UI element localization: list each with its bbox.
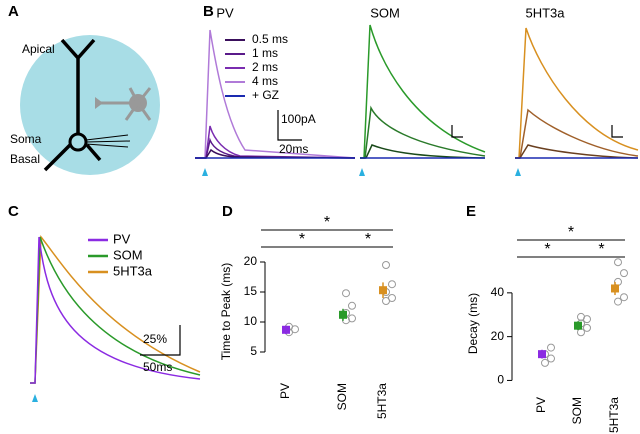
region-label: Soma xyxy=(10,132,42,146)
data-point xyxy=(388,294,396,302)
data-point xyxy=(342,289,350,298)
trace-title: PV xyxy=(216,5,234,20)
y-tick-label: 10 xyxy=(244,314,258,328)
y-axis-label: Decay (ms) xyxy=(466,293,480,354)
significance-label: * xyxy=(365,231,371,248)
y-tick-label: 40 xyxy=(491,285,505,299)
trace-title: SOM xyxy=(370,5,400,20)
data-point xyxy=(547,343,555,352)
trace-title: 5HT3a xyxy=(525,5,565,20)
data-point xyxy=(348,301,356,310)
y-tick-label: 5 xyxy=(250,344,257,358)
scale-label: 25% xyxy=(143,332,167,346)
y-tick-label: 20 xyxy=(491,329,505,343)
scale-label: 20ms xyxy=(279,142,308,156)
region-label: Apical xyxy=(22,42,55,56)
legend-label: 1 ms xyxy=(252,46,278,60)
significance-label: * xyxy=(299,231,305,248)
y-axis-label: Time to Peak (ms) xyxy=(219,263,233,361)
panel-label: B xyxy=(203,3,214,20)
data-point xyxy=(614,258,622,267)
x-tick-label: PV xyxy=(534,397,548,413)
data-point xyxy=(348,314,356,323)
legend-label: PV xyxy=(113,231,131,246)
mean-marker xyxy=(379,286,387,295)
data-point xyxy=(388,280,396,289)
data-point xyxy=(577,312,585,321)
y-tick-label: 0 xyxy=(497,373,504,387)
region-label: Basal xyxy=(10,152,40,166)
significance-label: * xyxy=(324,214,330,231)
x-tick-label: 5HT3a xyxy=(607,397,621,433)
y-tick-label: 20 xyxy=(244,254,258,268)
panel-label: D xyxy=(222,203,233,220)
data-point xyxy=(620,269,628,278)
legend-label: 0.5 ms xyxy=(252,32,288,46)
x-tick-label: SOM xyxy=(570,397,584,424)
legend-label: 4 ms xyxy=(252,74,278,88)
data-point xyxy=(583,323,591,332)
neuron-diagram xyxy=(20,35,160,175)
data-point xyxy=(547,354,555,363)
data-point xyxy=(620,293,628,302)
x-tick-label: 5HT3a xyxy=(375,383,389,419)
mean-marker xyxy=(574,321,582,330)
mean-marker xyxy=(282,325,290,334)
legend-label: + GZ xyxy=(252,88,279,102)
data-point xyxy=(382,261,390,269)
legend-label: 5HT3a xyxy=(113,263,153,278)
traces-b xyxy=(195,24,639,176)
mean-marker xyxy=(611,284,619,293)
data-point xyxy=(541,358,549,367)
panel-label: A xyxy=(8,3,19,20)
scale-label: 100pA xyxy=(281,112,316,126)
scale-label: 50ms xyxy=(143,360,172,374)
traces-c xyxy=(30,235,201,402)
panel-label: E xyxy=(466,203,476,220)
x-tick-label: SOM xyxy=(335,383,349,410)
significance-label: * xyxy=(568,224,574,241)
x-tick-label: PV xyxy=(278,383,292,399)
legend-label: SOM xyxy=(113,247,143,262)
mean-marker xyxy=(538,350,546,359)
mean-marker xyxy=(339,310,347,319)
significance-label: * xyxy=(598,241,604,258)
significance-label: * xyxy=(544,241,550,258)
panel-label: C xyxy=(8,203,19,220)
legend-label: 2 ms xyxy=(252,60,278,74)
data-point xyxy=(614,297,622,306)
y-tick-label: 15 xyxy=(244,284,258,298)
